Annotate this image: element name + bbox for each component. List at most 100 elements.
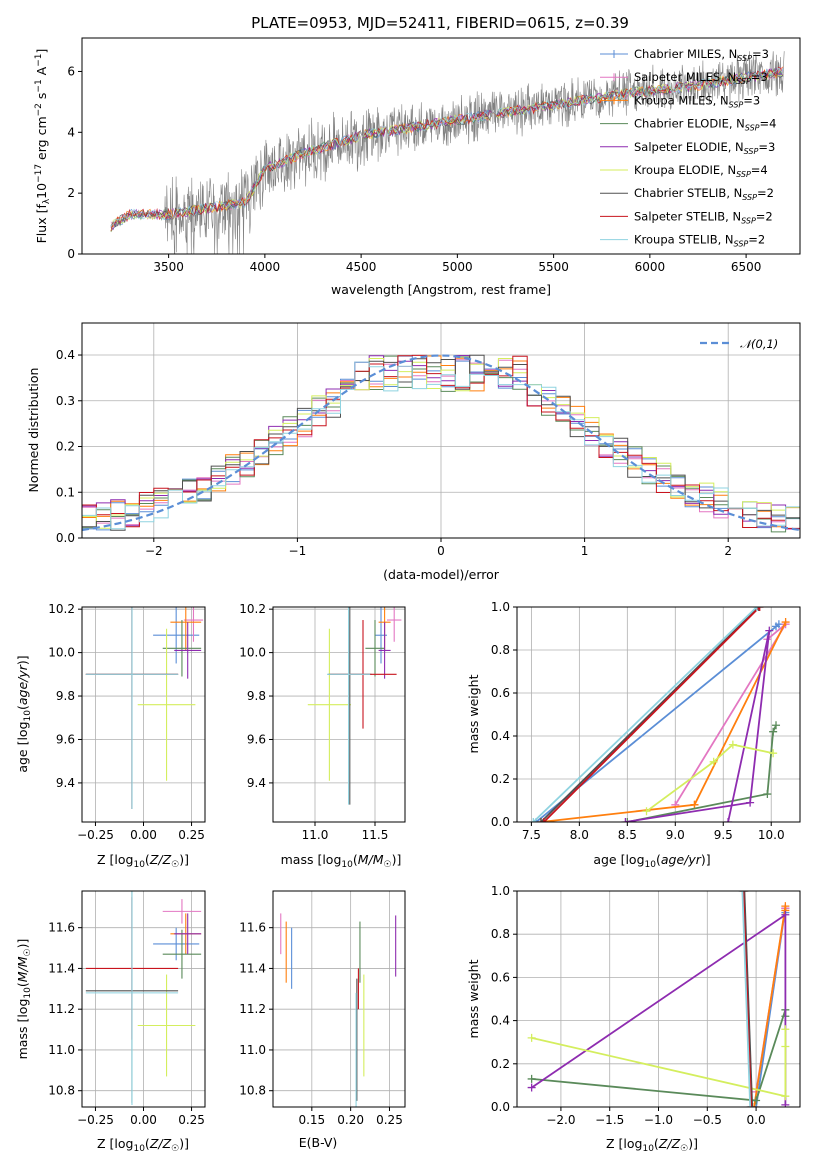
weight-marker-5 [642, 807, 651, 816]
weight-line-8 [741, 891, 752, 1107]
axes-frame [81, 890, 206, 1108]
weight-marker-5 [728, 740, 737, 749]
weight-marker-5 [781, 1092, 790, 1101]
mass_vs_ebv-ytick-label: 11.0 [239, 1043, 266, 1057]
mass_vs_ebv-xtick-label: 0.20 [337, 1113, 364, 1127]
spectrum-ylabel: Flux [fλ10−17 erg cm−2 s−1 A−1] [34, 49, 52, 244]
age_vs_mass-xtick-label: 11.0 [302, 828, 329, 842]
massweight_vs_Z-plot-area [527, 891, 790, 1107]
massweight_vs_age-xtick-label: 10.0 [758, 828, 785, 842]
mass_vs_Z-plot-area [85, 891, 202, 1105]
weight-line-5 [645, 743, 774, 813]
massweight_vs_Z-ytick-label: 0.4 [491, 1014, 510, 1028]
weight-line-2 [540, 621, 787, 822]
weight-marker-3 [527, 1074, 536, 1083]
weight-line-7 [543, 607, 761, 822]
weight-marker-0 [772, 622, 781, 631]
weight-marker-2 [781, 618, 790, 627]
age_vs_Z-grid [82, 607, 205, 822]
legend-entry: Kroupa MILES, NSSP=3 [634, 93, 760, 109]
weight-marker-3 [763, 790, 772, 799]
mass_vs_Z-ytick-label: 11.4 [48, 961, 75, 975]
age_vs_mass-ytick-label: 9.8 [247, 689, 266, 703]
legend-entry: Salpeter STELIB, NSSP=2 [634, 209, 773, 225]
massweight_vs_age-ytick-label: 0.6 [491, 686, 510, 700]
axes-frame [81, 37, 801, 255]
weight-marker-5 [527, 1033, 536, 1042]
age_vs_mass-ytick-label: 9.6 [247, 732, 266, 746]
normal-curve [82, 354, 800, 532]
age_vs_mass-ytick-label: 10.0 [239, 646, 266, 660]
axes-frame [516, 606, 801, 823]
weight-marker-5 [781, 1042, 790, 1051]
weight-marker-7 [755, 607, 764, 611]
weight-marker-4 [621, 818, 630, 822]
ebv-xlabel: E(B-V) [299, 1135, 338, 1150]
age_vs_Z-xtick-label: −0.25 [77, 828, 114, 842]
weight-marker-5 [769, 749, 778, 758]
massweight_vs_Z-ytick-label: 1.0 [491, 884, 510, 898]
residuals-xlabel: (data-model)/error [383, 567, 500, 582]
age-vs-mass-panel: 11.0 11.5 9.4 9.6 9.8 10.0 10.2 [239, 602, 406, 842]
mass_vs_ebv-plot-area [280, 913, 397, 1107]
spectrum-xtick-label: 4500 [346, 260, 377, 274]
spectrum-xtick-label: 4000 [250, 260, 281, 274]
weight-marker-2 [690, 800, 699, 809]
mass_vs_ebv-ytick-label: 11.2 [239, 1002, 266, 1016]
mass_vs_Z-grid [82, 891, 205, 1107]
weight-line-4 [625, 630, 771, 822]
age_vs_mass-ytick-label: 9.4 [247, 776, 266, 790]
weight-marker-5 [781, 1025, 790, 1034]
weight-line-8 [532, 607, 758, 822]
spectrum-xtick-label: 6500 [731, 260, 762, 274]
spectrum-ytick-label: 0 [67, 247, 75, 261]
mwz-ylabel: mass weight [466, 959, 481, 1038]
massweight_vs_age-ytick-label: 0.2 [491, 772, 510, 786]
residuals-ylabel: Normed distribution [26, 368, 41, 493]
agem-xlabel: mass [log10(M/M☉)] [281, 852, 402, 870]
massweight_vs_age-xtick-label: 9.5 [714, 828, 733, 842]
age_vs_mass-plot-area [307, 607, 402, 805]
mass-vs-metallicity-panel: −0.25 0.00 0.25 10.8 11.0 11.2 11.4 11.6 [48, 890, 206, 1127]
weight-marker-4 [746, 798, 755, 807]
massweight_vs_age-xtick-label: 9.0 [666, 828, 685, 842]
weight-marker-8 [752, 607, 761, 611]
normal-legend-label: 𝒩(0,1) [740, 337, 778, 351]
mwage-ylabel: mass weight [466, 674, 481, 753]
spectrum-ytick-label: 2 [67, 186, 75, 200]
mass_vs_ebv-grid [273, 891, 405, 1107]
weight-marker-6 [536, 818, 545, 822]
age_vs_mass-xtick-label: 11.5 [362, 828, 389, 842]
massweight_vs_age-grid [517, 606, 800, 823]
weight-marker-4 [527, 1083, 536, 1092]
weight-marker-6 [754, 607, 763, 611]
weight-line-3 [627, 724, 777, 822]
mass_vs_ebv-ytick-label: 10.8 [239, 1084, 266, 1098]
figure-title: PLATE=0953, MJD=52411, FIBERID=0615, z=0… [251, 14, 629, 32]
massweight-vs-age-panel: 7.5 8.0 8.5 9.0 9.5 10.0 0.0 0.2 0.4 0.6 0.8 1.0 [491, 600, 801, 842]
spectrum-xtick-label: 5500 [538, 260, 569, 274]
massweight_vs_Z-ytick-label: 0.0 [491, 1100, 510, 1114]
mass_vs_Z-xtick-label: 0.25 [178, 1113, 205, 1127]
residuals-xtick-label: −1 [289, 544, 307, 558]
weight-marker-4 [765, 626, 774, 635]
massz-xlabel: Z [log10(Z/Z☉)] [97, 1136, 189, 1154]
residuals-xtick-label: 1 [581, 544, 589, 558]
mass_vs_Z-ytick-label: 11.2 [48, 1002, 75, 1016]
age-vs-metallicity-panel: −0.25 0.00 0.25 9.4 9.6 9.8 10.0 10.2 [48, 602, 206, 842]
weight-line-5 [531, 1029, 787, 1098]
histogram-6 [82, 354, 800, 531]
mass_vs_ebv-ytick-label: 11.4 [239, 961, 266, 975]
weight-marker-8 [746, 1103, 755, 1107]
weight-marker-3 [752, 1096, 761, 1105]
model-spectrum-6 [110, 68, 784, 227]
axes-frame [81, 606, 206, 823]
legend-entry: Chabrier MILES, NSSP=3 [634, 47, 769, 63]
massweight_vs_age-ytick-label: 1.0 [491, 600, 510, 614]
model-spectrum-8 [110, 67, 784, 226]
age_vs_Z-ytick-label: 10.2 [48, 602, 75, 616]
weight-line-7 [742, 891, 753, 1107]
mass_vs_ebv-xtick-label: 0.15 [298, 1113, 325, 1127]
weight-line-6 [540, 607, 760, 822]
